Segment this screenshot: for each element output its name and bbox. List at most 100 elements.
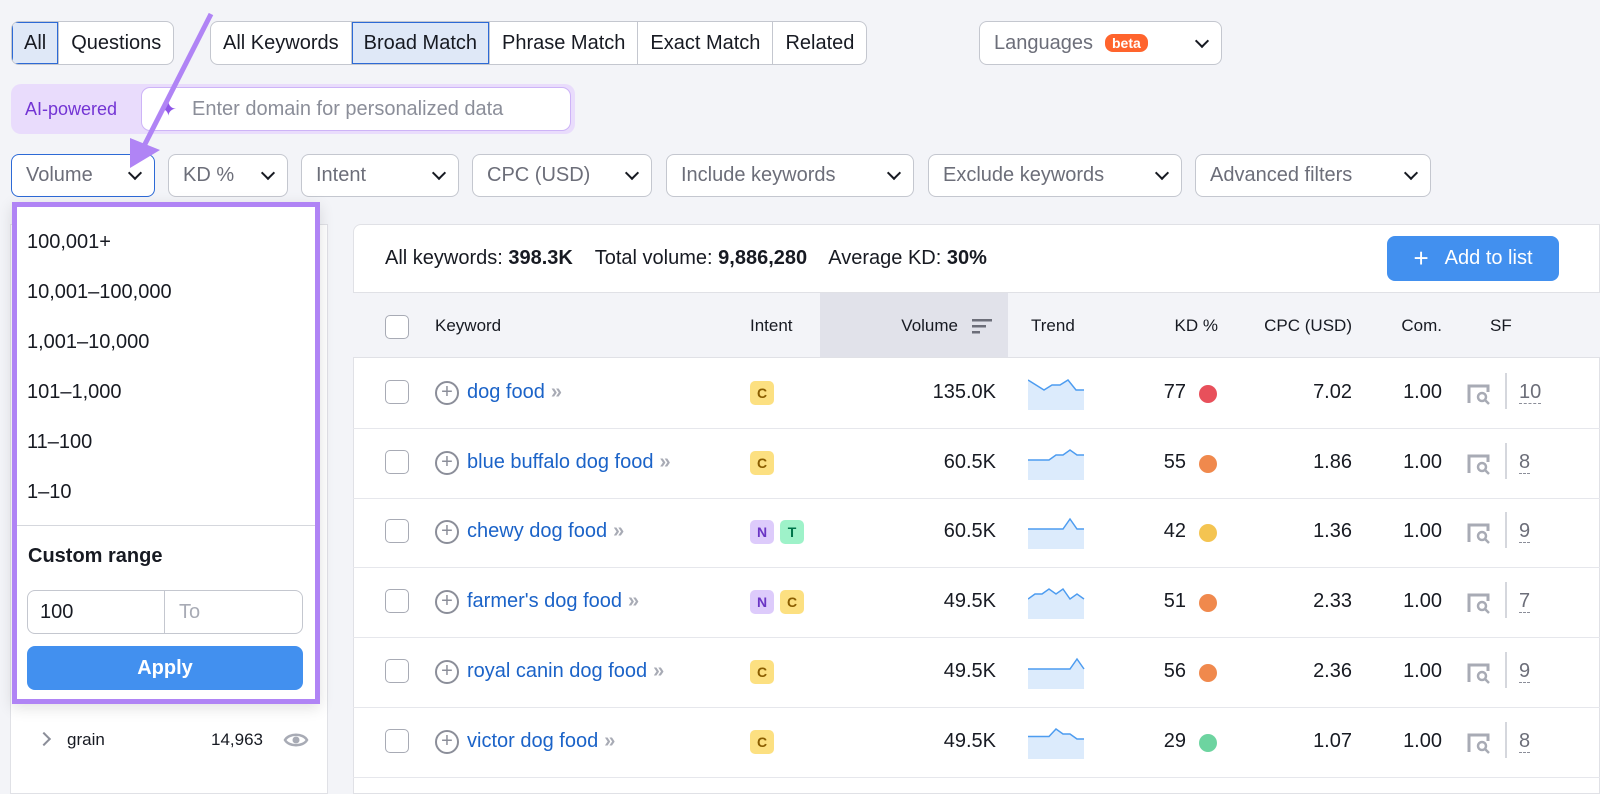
serp-features-icon[interactable] — [1467, 732, 1491, 754]
range-to-input[interactable]: To — [179, 600, 201, 623]
filter-advanced-filters[interactable]: Advanced filters — [1195, 154, 1431, 197]
trend-sparkline — [1028, 657, 1085, 689]
row-checkbox[interactable] — [385, 449, 409, 474]
volume-option[interactable]: 101–1,000 — [27, 380, 122, 403]
row-checkbox[interactable] — [385, 728, 409, 753]
keyword-link[interactable]: royal canin dog food — [467, 659, 648, 682]
col-trend: Trend — [1031, 316, 1075, 335]
double-chevron-icon[interactable]: » — [613, 520, 625, 543]
filter-exclude-keywords[interactable]: Exclude keywords — [928, 154, 1182, 197]
sf-count[interactable]: 9 — [1519, 520, 1531, 544]
table-header: Keyword Intent Volume Trend KD % CPC (US… — [353, 292, 1600, 358]
double-chevron-icon[interactable]: » — [653, 659, 665, 682]
plus-icon: + — [1413, 243, 1429, 273]
serp-features-icon[interactable] — [1467, 383, 1491, 405]
eye-icon[interactable] — [283, 728, 309, 752]
range-from-input[interactable]: 100 — [28, 591, 165, 633]
row-checkbox[interactable] — [385, 658, 409, 683]
sf-count[interactable]: 7 — [1519, 590, 1531, 614]
cpc-cell: 1.86 — [1313, 450, 1352, 473]
col-com[interactable]: Com. — [1401, 316, 1442, 335]
com-cell: 1.00 — [1403, 590, 1442, 613]
table-row: + dog food» C 135.0K 77 7.02 1.00 10 — [353, 359, 1600, 429]
volume-option[interactable]: 1,001–10,000 — [27, 330, 150, 353]
tab-questions[interactable]: Questions — [71, 31, 162, 54]
serp-features-icon[interactable] — [1467, 453, 1491, 475]
serp-features-icon[interactable] — [1467, 522, 1491, 545]
table-row: + victor dog food» C 49.5K 29 1.07 1.00 … — [353, 708, 1600, 778]
filter-volume[interactable]: Volume — [11, 154, 155, 197]
col-sf[interactable]: SF — [1490, 316, 1512, 335]
domain-input[interactable]: ✦ Enter domain for personalized data — [141, 87, 571, 131]
chevron-down-icon — [1194, 33, 1210, 48]
tab-all-keywords[interactable]: All Keywords — [211, 22, 352, 64]
double-chevron-icon[interactable]: » — [659, 450, 671, 473]
sf-count[interactable]: 10 — [1519, 381, 1542, 404]
col-keyword[interactable]: Keyword — [435, 316, 502, 335]
tabs-match-type: All Keywords Broad Match Phrase Match Exact… — [210, 21, 868, 65]
sf-count[interactable]: 9 — [1519, 659, 1531, 683]
add-keyword-icon[interactable]: + — [435, 450, 459, 475]
volume-option[interactable]: 11–100 — [27, 430, 93, 453]
keyword-link[interactable]: blue buffalo dog food — [467, 450, 654, 473]
tab-phrase-match[interactable]: Phrase Match — [490, 22, 639, 64]
intent-badge: N — [750, 520, 774, 545]
apply-button[interactable]: Apply — [27, 646, 303, 690]
cpc-cell: 2.33 — [1313, 590, 1352, 613]
intent-badge: C — [750, 381, 774, 405]
keyword-link[interactable]: dog food — [467, 381, 545, 403]
sidebar-item-grain[interactable]: grain 14,963 — [11, 725, 327, 755]
keyword-link[interactable]: chewy dog food — [467, 520, 608, 543]
row-checkbox[interactable] — [385, 519, 409, 544]
filter-cpc-usd-[interactable]: CPC (USD) — [472, 154, 652, 197]
volume-option[interactable]: 1–10 — [27, 480, 72, 503]
keyword-link[interactable]: victor dog food — [467, 729, 599, 752]
sf-count[interactable]: 8 — [1519, 729, 1531, 753]
kd-difficulty-dot — [1199, 385, 1217, 403]
tabs-group-all: All Questions — [11, 21, 175, 65]
double-chevron-icon[interactable]: » — [604, 729, 616, 752]
serp-features-icon[interactable] — [1467, 662, 1491, 684]
average-kd-value: 30% — [946, 247, 987, 269]
add-keyword-icon[interactable]: + — [435, 729, 459, 754]
volume-option[interactable]: 10,001–100,000 — [27, 280, 172, 303]
table-row: + blue buffalo dog food» C 60.5K 55 1.86… — [353, 429, 1600, 499]
sidebar-item-count: 14,963 — [211, 730, 263, 749]
add-keyword-icon[interactable]: + — [435, 381, 459, 405]
row-checkbox[interactable] — [385, 380, 409, 404]
col-kd[interactable]: KD % — [1174, 316, 1218, 335]
chevron-down-icon — [127, 165, 143, 181]
serp-features-icon[interactable] — [1467, 592, 1491, 614]
filter-kd-[interactable]: KD % — [168, 154, 288, 197]
average-kd-label: Average KD: — [828, 247, 942, 269]
beta-badge: beta — [1104, 34, 1148, 52]
tab-related[interactable]: Related — [785, 31, 855, 54]
trend-sparkline — [1028, 379, 1084, 410]
languages-dropdown[interactable]: Languages beta — [979, 21, 1222, 65]
summary-bar: All keywords: 398.3K Total volume: 9,886… — [385, 247, 987, 270]
add-to-list-button[interactable]: + Add to list — [1387, 236, 1559, 281]
filter-label: KD % — [183, 164, 235, 186]
keyword-cell: blue buffalo dog food» — [467, 451, 671, 474]
volume-option[interactable]: 100,001+ — [27, 230, 111, 253]
add-keyword-icon[interactable]: + — [435, 590, 459, 615]
tab-all[interactable]: All — [12, 22, 60, 64]
sf-count[interactable]: 8 — [1519, 450, 1531, 474]
filter-include-keywords[interactable]: Include keywords — [666, 154, 914, 197]
tab-exact-match[interactable]: Exact Match — [638, 22, 774, 64]
add-keyword-icon[interactable]: + — [435, 520, 459, 545]
row-checkbox[interactable] — [385, 589, 409, 614]
add-keyword-icon[interactable]: + — [435, 659, 459, 684]
volume-cell: 60.5K — [943, 450, 996, 473]
col-intent[interactable]: Intent — [750, 316, 793, 335]
filter-intent[interactable]: Intent — [301, 154, 459, 197]
intent-badge: C — [750, 450, 774, 475]
double-chevron-icon[interactable]: » — [550, 381, 562, 403]
tab-broad-match[interactable]: Broad Match — [351, 22, 490, 64]
col-volume-sorted[interactable]: Volume — [820, 293, 1008, 357]
double-chevron-icon[interactable]: » — [628, 590, 640, 613]
select-all-checkbox[interactable] — [385, 315, 409, 339]
volume-cell: 49.5K — [943, 659, 996, 682]
keyword-link[interactable]: farmer's dog food — [467, 590, 623, 613]
col-cpc[interactable]: CPC (USD) — [1264, 316, 1352, 335]
